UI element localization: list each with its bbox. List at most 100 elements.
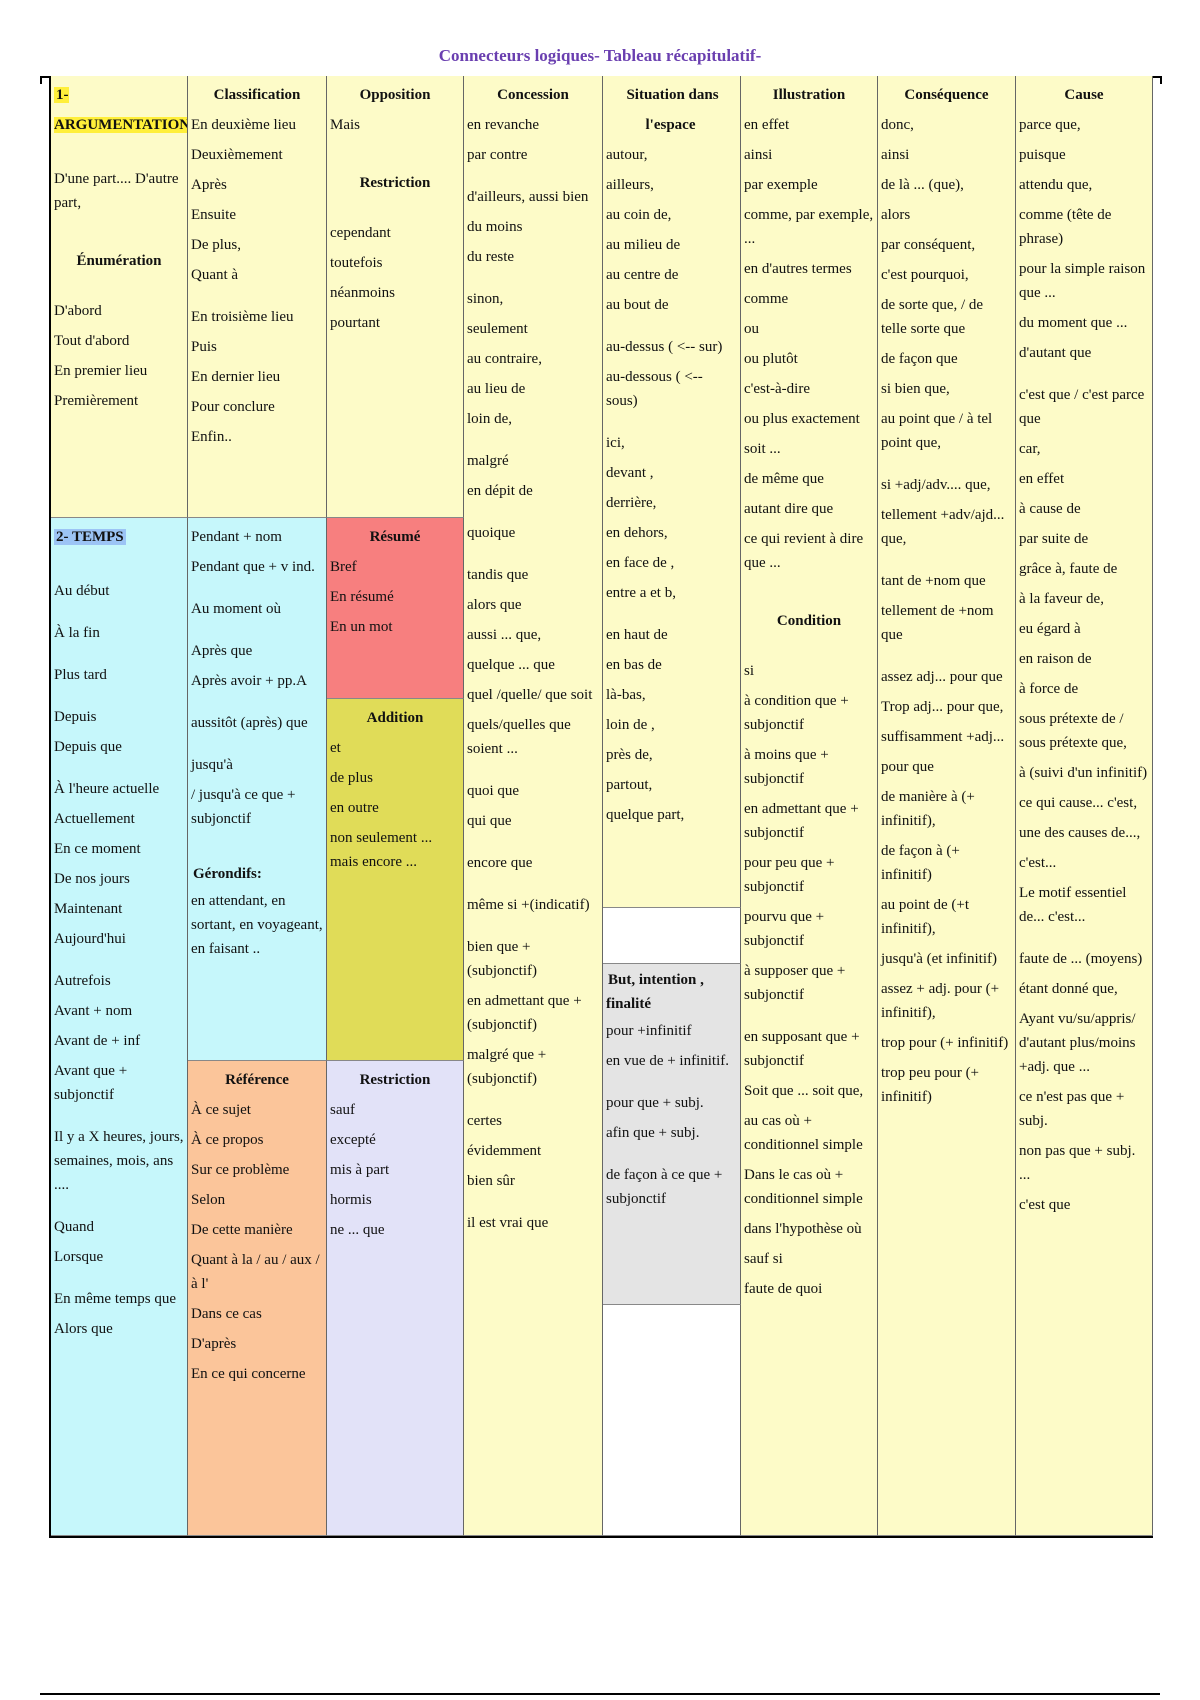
connector: sauf si: [744, 1251, 783, 1267]
connector: Quant à: [191, 267, 239, 283]
connector: étant donné que,: [1019, 981, 1118, 997]
connector: afin que + subj.: [606, 1125, 700, 1141]
line-group: Autrefois Avant + nom Avant de + inf Avant …: [54, 966, 184, 1110]
connector: soit ...: [744, 441, 781, 457]
connector: assez adj... pour que: [881, 669, 1003, 685]
connector: en outre: [330, 800, 379, 816]
connector: Deuxièmement: [191, 147, 283, 163]
table-cell: But, intention , finalité pour +infinitif…: [603, 964, 741, 1305]
connector: au-dessus ( <-- sur): [606, 339, 723, 355]
connector: il est vrai que: [467, 1215, 549, 1231]
connector: Plus tard: [54, 667, 107, 683]
line-group: D'une part.... D'autre part,: [54, 164, 184, 218]
line-group: certes évidemment bien sûr: [467, 1106, 599, 1196]
connector: Quand: [54, 1219, 94, 1235]
connector: encore que: [467, 855, 533, 871]
line-group: quoi que qui que: [467, 776, 599, 836]
connector: en dehors,: [606, 525, 668, 541]
connector: au-dessous ( <-- sous): [606, 369, 703, 409]
line-group: En même temps que Alors que: [54, 1284, 184, 1344]
heading-text: Énumération: [76, 253, 162, 269]
connector: de façon à (+ infinitif): [881, 843, 960, 883]
connector: En troisième lieu: [191, 309, 294, 325]
heading-text: Addition: [366, 710, 424, 726]
connector: alors: [881, 207, 911, 223]
connector: D'une part.... D'autre part,: [54, 171, 179, 211]
connector: alors que: [467, 597, 522, 613]
connector: au point que / à tel point que,: [881, 411, 993, 451]
connector: quoi que: [467, 783, 520, 799]
connector: à force de: [1019, 681, 1079, 697]
line-group: si +adj/adv.... que, tellement +adv/ajd..…: [881, 470, 1012, 554]
section-heading: Classification: [191, 80, 323, 110]
connector: En un mot: [330, 619, 393, 635]
connector: À ce sujet: [191, 1102, 251, 1118]
connector: du moins: [467, 219, 523, 235]
connector: au lieu de: [467, 381, 526, 397]
line-group: tant de +nom que tellement de +nom que: [881, 566, 1012, 650]
heading-text: Cause: [1064, 87, 1104, 103]
connector: suffisamment +adj...: [881, 729, 1005, 745]
connector: excepté: [330, 1132, 376, 1148]
connector: Tout d'abord: [54, 333, 130, 349]
connector: ici,: [606, 435, 625, 451]
connector: Premièrement: [54, 393, 139, 409]
connector: Après avoir + pp.A: [191, 673, 307, 689]
line-group: parce que, puisque attendu que, comme (tête…: [1019, 110, 1149, 368]
connector: en effet: [1019, 471, 1065, 487]
connector: Enfin..: [191, 429, 232, 445]
connector: En dernier lieu: [191, 369, 281, 385]
connector: en haut de: [606, 627, 668, 643]
line-group: À la fin: [54, 618, 184, 648]
connector: Pendant + nom: [191, 529, 282, 545]
connector: une des causes de...,: [1019, 825, 1141, 841]
connector: en face de ,: [606, 555, 675, 571]
connector: par contre: [467, 147, 528, 163]
line-group: Il y a X heures, jours, semaines, mois, …: [54, 1122, 184, 1200]
connector: c'est que / c'est parce que: [1019, 387, 1145, 427]
connector: D'abord: [54, 303, 102, 319]
connector: ce n'est pas que + subj.: [1019, 1089, 1125, 1129]
line-group: tandis que alors que aussi ... que, quelque…: [467, 560, 599, 764]
section-heading: Énumération: [54, 246, 184, 276]
heading-text: Restriction: [359, 1072, 431, 1088]
connector: en supposant que + subjonctif: [744, 1029, 860, 1069]
line-group: Plus tard: [54, 660, 184, 690]
connector: près de,: [606, 747, 653, 763]
connector: là-bas,: [606, 687, 646, 703]
line-group: au-dessus ( <-- sur) au-dessous ( <-- sou…: [606, 332, 737, 416]
connector: Le motif essentiel de... c'est...: [1019, 885, 1127, 925]
section-heading: 2- TEMPS: [54, 522, 184, 552]
connector: au centre de: [606, 267, 679, 283]
connector: évidemment: [467, 1143, 542, 1159]
line-group: même si +(indicatif): [467, 890, 599, 920]
table-cell: Situation dans l'espace autour, ailleurs, a…: [603, 76, 741, 908]
line-group: Après que Après avoir + pp.A: [191, 636, 323, 696]
table-cell: [603, 908, 741, 964]
connector: donc,: [881, 117, 914, 133]
connector: sous prétexte de / sous prétexte que,: [1019, 711, 1127, 751]
connector: même si +(indicatif): [467, 897, 590, 913]
line-group: D'abord Tout d'abord En premier lieu Premiè…: [54, 296, 184, 416]
line-group: Au moment où: [191, 594, 323, 624]
section-heading: Restriction: [330, 1065, 460, 1095]
line-group: il est vrai que: [467, 1208, 599, 1238]
connector: En résumé: [330, 589, 394, 605]
connector: de façon que: [881, 351, 958, 367]
connector: de même que: [744, 471, 824, 487]
connector: hormis: [330, 1192, 372, 1208]
table-cell: Concession en revanche par contre d'ailleur…: [464, 76, 603, 1536]
line-group: encore que: [467, 848, 599, 878]
connector: En premier lieu: [54, 363, 148, 379]
section-heading: Conséquence: [881, 80, 1012, 110]
line-group: d'ailleurs, aussi bien du moins du reste: [467, 182, 599, 272]
connector: comme: [744, 291, 789, 307]
connector: non seulement ... mais encore ...: [330, 830, 433, 870]
connector: c'est...: [1019, 855, 1057, 871]
connector: au bout de: [606, 297, 669, 313]
connector: Quant à la / au / aux / à l': [191, 1252, 320, 1292]
connector: Dans le cas où + conditionnel simple: [744, 1167, 863, 1207]
connector: par exemple: [744, 177, 818, 193]
connector: bien sûr: [467, 1173, 515, 1189]
connector: de plus: [330, 770, 373, 786]
